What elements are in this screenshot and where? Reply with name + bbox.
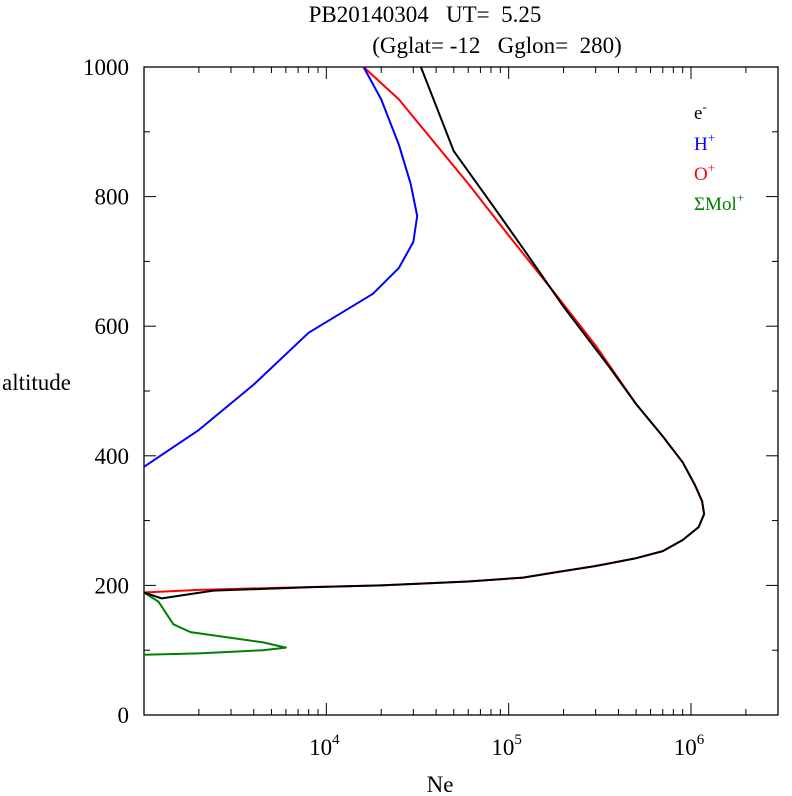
x-axis-label: Ne <box>427 772 454 796</box>
x-tick-labels: 104 105 106 <box>309 732 705 760</box>
x-tick-label: 105 <box>491 732 522 760</box>
legend: e- H+ O+ ΣMol+ <box>694 99 744 215</box>
y-tick-label: 0 <box>118 703 130 728</box>
legend-entry: ΣMol+ <box>694 190 744 215</box>
series-line <box>143 591 287 656</box>
plot-frame <box>143 66 779 716</box>
y-tick-label: 800 <box>95 185 130 210</box>
y-tick-label: 1000 <box>83 55 129 80</box>
legend-entry: H+ <box>694 130 715 155</box>
x-tick-label: 106 <box>674 732 705 760</box>
legend-entry: e- <box>694 99 707 124</box>
y-tick-label: 200 <box>95 573 130 598</box>
series-lines <box>143 66 706 656</box>
legend-entry: O+ <box>694 160 715 185</box>
y-tick-label: 600 <box>95 314 130 339</box>
y-tick-labels: 0 200 400 600 800 1000 <box>83 55 129 728</box>
y-tick-label: 400 <box>95 444 130 469</box>
y-axis-label: altitude <box>2 370 71 395</box>
chart-title: PB20140304 UT= 5.25 <box>309 2 542 27</box>
chart-subtitle: (Gglat= -12 Gglon= 280) <box>372 33 622 58</box>
axis-ticks <box>143 66 779 716</box>
series-line <box>143 66 706 600</box>
series-line <box>143 66 419 468</box>
x-tick-label: 104 <box>309 732 340 760</box>
series-line <box>143 66 706 594</box>
